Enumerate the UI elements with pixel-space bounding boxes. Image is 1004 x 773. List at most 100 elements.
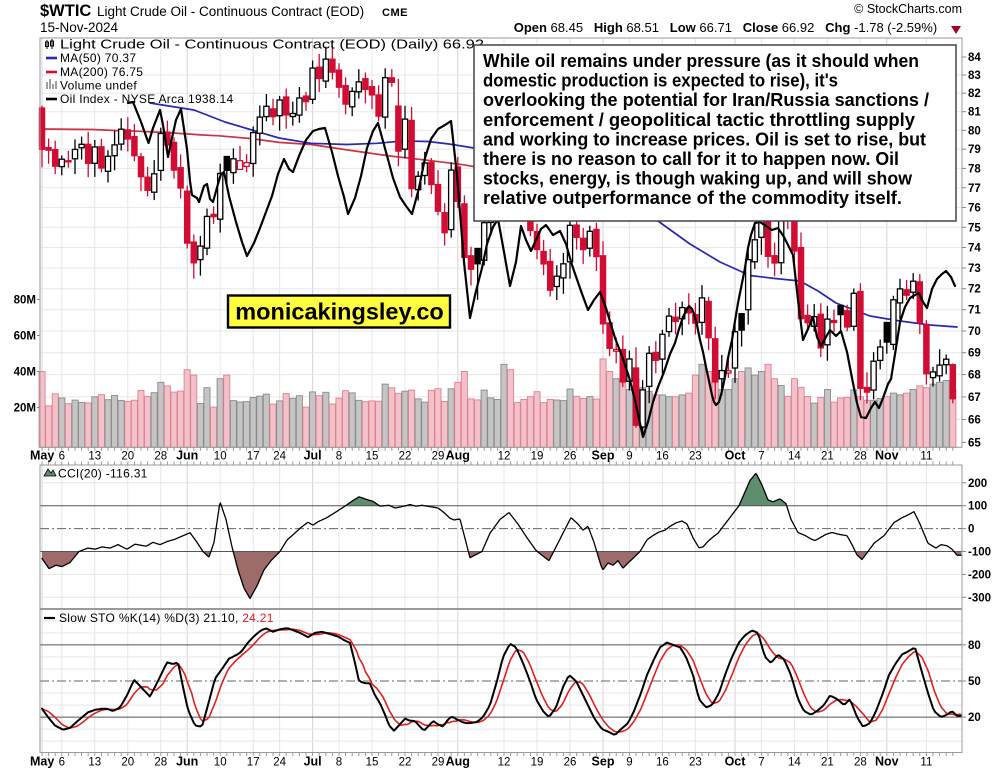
svg-text:69: 69 xyxy=(968,348,981,360)
svg-text:0: 0 xyxy=(968,524,974,536)
svg-text:Aug: Aug xyxy=(446,449,470,463)
svg-text:CCI(20) -116.31: CCI(20) -116.31 xyxy=(58,467,148,481)
svg-text:Nov: Nov xyxy=(875,449,899,463)
svg-text:83: 83 xyxy=(968,70,981,82)
svg-text:67: 67 xyxy=(968,392,981,404)
svg-text:6: 6 xyxy=(59,451,65,463)
svg-text:overlooking the potential for: overlooking the potential for Iran/Russi… xyxy=(483,90,929,110)
svg-text:While oil remains under pressu: While oil remains under pressure (as it … xyxy=(483,51,919,71)
svg-text:Aug: Aug xyxy=(446,755,470,769)
svg-text:22: 22 xyxy=(399,451,412,463)
svg-text:80: 80 xyxy=(968,640,981,652)
svg-text:$WTIC: $WTIC xyxy=(40,2,91,20)
svg-text:Light Crude Oil - Continuous C: Light Crude Oil - Continuous Contract (E… xyxy=(97,4,364,19)
svg-text:-200: -200 xyxy=(968,569,991,581)
svg-text:65: 65 xyxy=(968,437,981,449)
svg-text:7: 7 xyxy=(758,757,764,769)
svg-text:12: 12 xyxy=(498,757,511,769)
svg-text:CME: CME xyxy=(382,7,408,19)
svg-text:15: 15 xyxy=(366,757,379,769)
svg-text:enforcement / geopolitical tac: enforcement / geopolitical tactic thrott… xyxy=(483,110,915,130)
svg-text:22: 22 xyxy=(399,757,412,769)
svg-text:10: 10 xyxy=(214,451,227,463)
svg-text:Jun: Jun xyxy=(176,449,198,463)
svg-text:16: 16 xyxy=(656,451,669,463)
svg-text:17: 17 xyxy=(247,451,260,463)
svg-text:Oil Index - NYSE Arca 1938.14: Oil Index - NYSE Arca 1938.14 xyxy=(60,92,233,106)
svg-text:200: 200 xyxy=(968,478,987,490)
svg-text:relative outperformance of the: relative outperformance of the commodity… xyxy=(483,188,902,208)
svg-text:23: 23 xyxy=(689,757,702,769)
svg-text:26: 26 xyxy=(564,451,577,463)
svg-text:75: 75 xyxy=(968,222,981,234)
svg-text:74: 74 xyxy=(968,243,981,255)
svg-text:May: May xyxy=(30,449,54,463)
svg-text:13: 13 xyxy=(88,451,101,463)
svg-text:72: 72 xyxy=(968,284,981,296)
svg-text:Jun: Jun xyxy=(176,755,198,769)
svg-text:19: 19 xyxy=(531,451,544,463)
svg-text:Sep: Sep xyxy=(592,449,615,463)
svg-text:9: 9 xyxy=(626,757,632,769)
svg-text:21: 21 xyxy=(821,757,834,769)
svg-text:Slow STO %K(14) %D(3) 21.10, 2: Slow STO %K(14) %D(3) 21.10, 24.21 xyxy=(59,611,274,625)
svg-text:Open 68.45 High 68.51 Low: Open 68.45 High 68.51 Low 66.71 Close 66… xyxy=(514,20,948,35)
svg-text:Light Crude Oil - Continuous C: Light Crude Oil - Continuous Contract (E… xyxy=(60,37,484,52)
svg-text:17: 17 xyxy=(247,757,260,769)
svg-text:29: 29 xyxy=(432,757,445,769)
svg-text:Oct: Oct xyxy=(725,449,747,463)
svg-text:78: 78 xyxy=(968,163,981,175)
svg-text:79: 79 xyxy=(968,144,981,156)
svg-text:19: 19 xyxy=(531,757,544,769)
svg-text:76: 76 xyxy=(968,202,981,214)
svg-text:70: 70 xyxy=(968,326,981,338)
svg-text:77: 77 xyxy=(968,183,981,195)
svg-text:28: 28 xyxy=(854,451,867,463)
svg-text:28: 28 xyxy=(854,757,867,769)
svg-text:80: 80 xyxy=(968,125,981,137)
svg-text:28: 28 xyxy=(154,757,167,769)
svg-text:40M: 40M xyxy=(14,367,36,379)
svg-text:24: 24 xyxy=(273,451,286,463)
svg-text:20: 20 xyxy=(121,451,134,463)
svg-text:81: 81 xyxy=(968,107,981,119)
svg-text:15: 15 xyxy=(366,451,379,463)
svg-text:29: 29 xyxy=(432,451,445,463)
svg-text:16: 16 xyxy=(656,757,669,769)
svg-text:14: 14 xyxy=(788,757,801,769)
svg-text:10: 10 xyxy=(214,757,227,769)
svg-text:Sep: Sep xyxy=(592,755,615,769)
svg-text:73: 73 xyxy=(968,263,981,275)
svg-text:and working to increase prices: and working to increase prices. Oil is s… xyxy=(483,129,926,149)
svg-text:Jul: Jul xyxy=(304,755,322,769)
svg-text:80M: 80M xyxy=(14,295,36,307)
svg-text:60M: 60M xyxy=(14,331,36,343)
svg-text:9: 9 xyxy=(626,451,632,463)
svg-text:12: 12 xyxy=(498,451,511,463)
svg-text:6: 6 xyxy=(59,757,65,769)
svg-text:domestic production is expecte: domestic production is expected to rise)… xyxy=(483,71,838,91)
svg-text:23: 23 xyxy=(689,451,702,463)
svg-text:-300: -300 xyxy=(968,592,991,604)
svg-text:20: 20 xyxy=(968,712,981,724)
svg-text:© StockCharts.com: © StockCharts.com xyxy=(854,2,962,16)
svg-text:20M: 20M xyxy=(14,403,36,415)
svg-text:68: 68 xyxy=(968,370,981,382)
svg-text:MA(50) 70.37: MA(50) 70.37 xyxy=(60,51,136,65)
svg-text:13: 13 xyxy=(88,757,101,769)
svg-text:28: 28 xyxy=(154,451,167,463)
svg-text:24: 24 xyxy=(273,757,286,769)
svg-text:7: 7 xyxy=(758,451,764,463)
svg-text:Nov: Nov xyxy=(875,755,899,769)
svg-text:14: 14 xyxy=(788,451,801,463)
svg-text:15-Nov-2024: 15-Nov-2024 xyxy=(40,20,119,35)
svg-text:Oct: Oct xyxy=(725,755,747,769)
svg-text:MA(200) 76.75: MA(200) 76.75 xyxy=(60,65,143,79)
svg-text:8: 8 xyxy=(336,451,342,463)
svg-text:26: 26 xyxy=(564,757,577,769)
svg-text:there is no reason to call for: there is no reason to call for it to hap… xyxy=(483,149,899,169)
svg-text:Volume undef: Volume undef xyxy=(60,79,137,93)
svg-text:66: 66 xyxy=(968,415,981,427)
svg-text:71: 71 xyxy=(968,305,981,317)
svg-text:82: 82 xyxy=(968,88,981,100)
